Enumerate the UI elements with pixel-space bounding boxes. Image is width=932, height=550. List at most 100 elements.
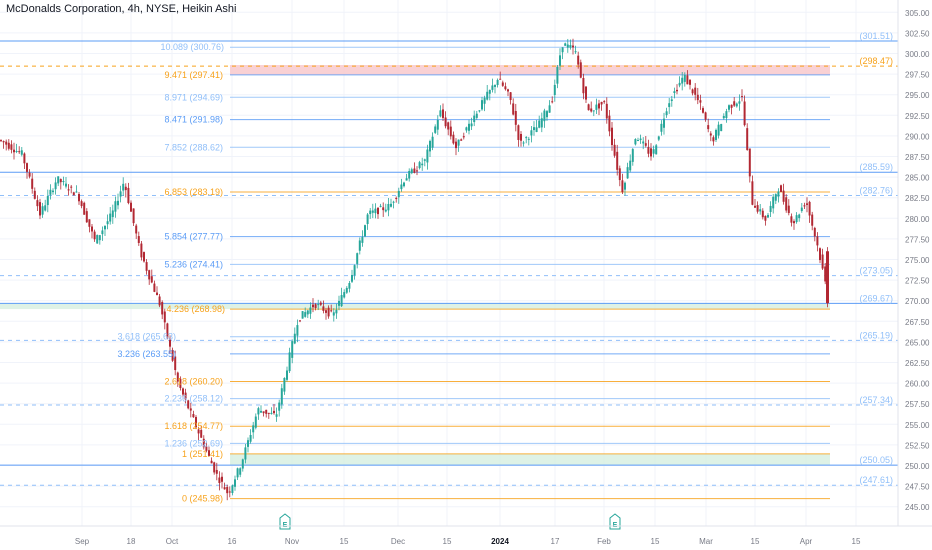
candle-body [96,235,99,244]
candle-body [91,226,93,232]
y-tick-label: 272.50 [905,277,930,286]
candle-body [800,207,803,212]
level-price-label: (265.19) [859,330,893,340]
candle-body [286,370,288,380]
candle-body [5,141,8,145]
candle-body [101,230,104,235]
level-price-label: (298.47) [859,56,893,66]
level-price-label: (257.34) [859,395,893,405]
candle-body [18,151,21,153]
candle-body [572,45,574,48]
level-price-label: (247.61) [859,475,893,485]
candle-body [611,127,613,146]
candle-body [327,307,330,317]
candle-body [325,310,327,313]
candle-body [808,201,811,216]
earnings-marker[interactable]: E [609,513,621,530]
y-tick-label: 277.50 [905,235,930,244]
candle-body [494,85,496,87]
fib-label: 1 (251.41) [182,449,223,459]
fib-label: 1.618 (254.77) [164,421,223,431]
candle-body [655,145,658,155]
candle-body [39,202,41,216]
candle-body [566,44,569,48]
candle-body [226,486,229,494]
candle-body [176,372,179,382]
candle-body [111,210,114,218]
candle-body [504,86,507,90]
candle-body [699,100,702,103]
candle-body [795,215,798,223]
y-tick-label: 262.50 [905,359,930,368]
candle-body [41,206,44,215]
earnings-markers[interactable]: EE [279,513,621,530]
y-tick-label: 255.00 [905,421,930,430]
candle-body [764,215,767,221]
candle-body [163,311,166,323]
candle-body [200,429,203,438]
level-price-label: (285.59) [859,162,893,172]
x-tick-label: 15 [340,537,349,546]
candle-body [291,341,294,358]
candle-body [449,126,452,137]
candle-body [301,311,304,319]
candle-body [452,134,455,144]
fib-label: 1.236 (252.69) [164,438,223,448]
candle-body [403,182,405,187]
candle-body [223,487,226,490]
candle-body [293,333,296,344]
candle-body [317,304,320,306]
y-tick-label: 282.50 [905,194,930,203]
candle-body [780,185,782,192]
candle-body [488,89,491,94]
candle-body [761,210,764,218]
candle-body [366,214,369,225]
candle-body [106,221,109,225]
earnings-marker[interactable]: E [279,513,291,530]
x-tick-label: 15 [751,537,760,546]
time-axis[interactable]: Sep 18 Oct 16 Nov 15 Dec 15 2024 17 Feb 15 Mar 15 Apr 1… [0,525,932,546]
candle-body [673,91,676,94]
candle-body [676,89,678,92]
candle-body [405,178,408,181]
candle-body [140,243,143,258]
price-axis[interactable]: 305.00 302.50 300.00 297.50 295.00 292.50 290.… [897,0,930,526]
candle-body [821,254,824,269]
x-tick-label: 16 [228,537,237,546]
candle-body [322,306,325,311]
candle-body [429,140,431,152]
candle-body [187,400,190,409]
fib-label: 2.236 (258.12) [164,394,223,404]
x-tick-label: 15 [852,537,861,546]
candle-body [13,149,15,153]
candle-body [509,92,512,101]
candle-body [577,55,580,65]
candle-body [647,147,650,154]
x-tick-label: 17 [551,537,560,546]
candle-body [418,162,421,169]
candle-body [470,123,473,127]
candle-body [330,310,333,312]
candle-body [468,123,470,131]
x-tick-label: Mar [699,537,713,546]
candle-body [319,302,322,305]
candle-body [590,108,593,112]
candle-body [819,248,821,261]
candle-body [364,225,366,237]
candle-body [475,113,478,118]
candle-body [236,468,239,478]
candle-body [605,103,608,119]
y-tick-label: 280.00 [905,215,930,224]
candle-body [455,141,457,149]
candle-body [75,191,78,193]
fib-label: 10.089 (300.76) [160,42,224,52]
candle-body [439,110,442,117]
candle-body [462,136,465,138]
candle-body [423,159,426,161]
candle-body [304,312,307,317]
y-tick-label: 297.50 [905,71,930,80]
candle-body [486,91,489,100]
fib-label: 8.971 (294.69) [164,92,223,102]
fib-label: 3.618 (265.63) [117,332,176,342]
